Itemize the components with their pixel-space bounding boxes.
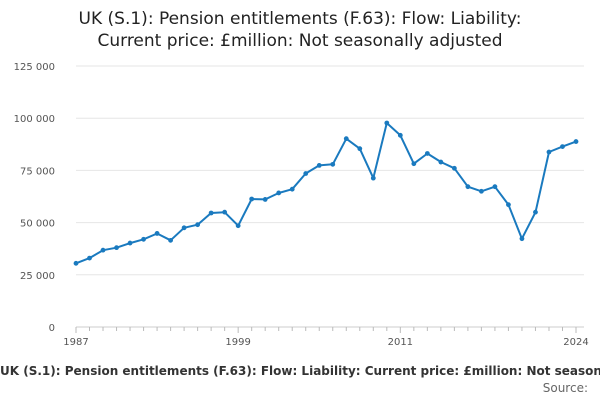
x-tick-label: 2011 <box>388 337 413 348</box>
chart-title-line-1: UK (S.1): Pension entitlements (F.63): F… <box>78 9 522 29</box>
data-point[interactable] <box>222 209 228 215</box>
legend-label: UK (S.1): Pension entitlements (F.63): F… <box>0 364 600 378</box>
data-point[interactable] <box>465 184 471 190</box>
data-point[interactable] <box>289 186 295 192</box>
data-point[interactable] <box>519 236 525 242</box>
data-point[interactable] <box>533 209 538 215</box>
data-point[interactable] <box>249 196 255 202</box>
data-point[interactable] <box>424 151 430 156</box>
y-tick-label: 100 000 <box>14 114 55 125</box>
data-point[interactable] <box>114 245 119 251</box>
gridlines <box>76 65 584 328</box>
data-point[interactable] <box>411 161 417 167</box>
data-point[interactable] <box>451 165 457 171</box>
chart-title-line-2: Current price: £million: Not seasonally … <box>97 31 503 51</box>
data-point[interactable] <box>506 202 511 208</box>
data-point[interactable] <box>438 159 444 165</box>
y-tick-label: 125 000 <box>14 62 55 73</box>
data-point[interactable] <box>262 197 268 202</box>
data-point[interactable] <box>100 247 106 253</box>
data-point[interactable] <box>181 225 187 231</box>
data-point[interactable] <box>276 190 282 196</box>
data-point[interactable] <box>384 120 390 126</box>
series-line <box>75 122 577 265</box>
y-axis: 0 25 000 50 000 75 000 100 000 125 000 <box>14 62 55 334</box>
y-tick-label: 25 000 <box>20 271 55 282</box>
data-point[interactable] <box>560 144 565 149</box>
data-point[interactable] <box>573 139 579 144</box>
data-point[interactable] <box>479 188 484 194</box>
data-point[interactable] <box>208 210 214 216</box>
data-point[interactable] <box>330 161 336 167</box>
x-axis: 1987 1999 2011 2024 <box>63 327 589 348</box>
data-point[interactable] <box>127 240 133 246</box>
data-point[interactable] <box>235 223 241 229</box>
data-point[interactable] <box>546 149 552 155</box>
data-point[interactable] <box>195 222 201 228</box>
data-point[interactable] <box>316 162 322 168</box>
data-point[interactable] <box>73 260 79 266</box>
data-point[interactable] <box>141 236 146 242</box>
data-point[interactable] <box>492 184 498 190</box>
y-tick-label: 75 000 <box>20 166 55 177</box>
series <box>73 120 579 266</box>
x-tick-label: 2024 <box>563 337 588 348</box>
data-point[interactable] <box>343 136 349 142</box>
data-point[interactable] <box>87 255 92 261</box>
data-point[interactable] <box>303 171 309 176</box>
x-tick-label: 1999 <box>225 337 250 348</box>
y-tick-label: 50 000 <box>20 219 55 230</box>
data-point[interactable] <box>168 237 173 243</box>
y-tick-label: 0 <box>49 323 55 334</box>
chart-title: UK (S.1): Pension entitlements (F.63): F… <box>0 8 600 52</box>
x-tick-label: 1987 <box>63 337 88 348</box>
data-point[interactable] <box>357 146 363 152</box>
data-point[interactable] <box>397 132 403 138</box>
source-label: Source: <box>542 381 588 395</box>
data-point[interactable] <box>154 231 160 236</box>
data-point[interactable] <box>370 175 376 181</box>
